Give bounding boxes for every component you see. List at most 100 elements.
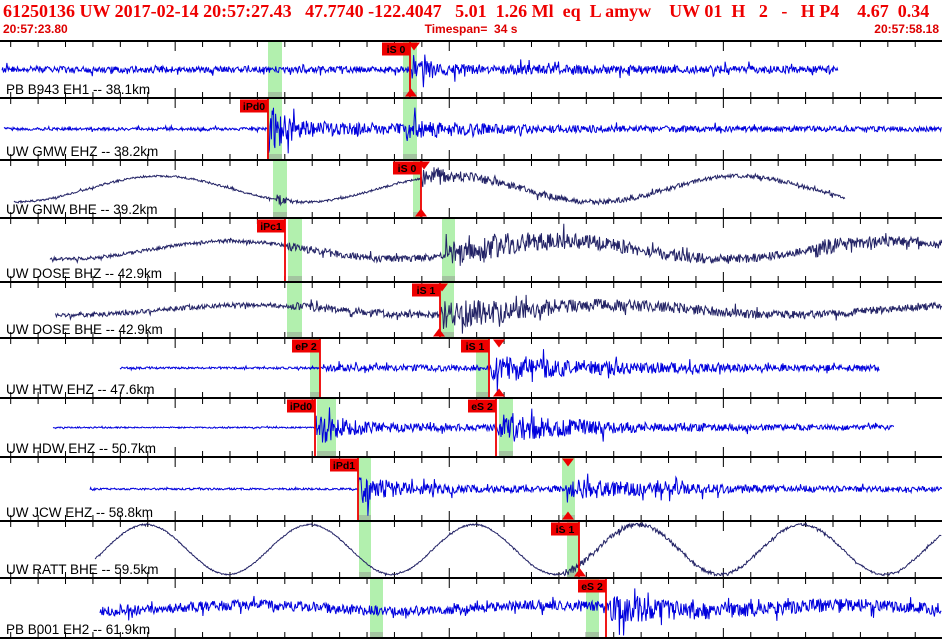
waveform-trace[interactable] [52,407,895,443]
time-tick [119,579,121,584]
pick-flag[interactable] [393,161,421,175]
waveform-trace[interactable] [13,167,846,207]
pick-line[interactable] [439,283,441,337]
pick-flag[interactable] [578,579,606,593]
arrival-triangle-icon[interactable] [560,522,572,531]
arrival-triangle-icon[interactable] [405,88,417,97]
pick-flag[interactable] [292,339,320,353]
pick-marker[interactable]: eS 2 [578,579,607,637]
time-tick [640,42,642,47]
arrival-triangle-icon[interactable] [408,42,420,51]
pick-flag[interactable] [412,283,440,297]
trace-panel[interactable]: iPd0 UW GMW EHZ -- 38.2km [3,99,942,159]
time-tick [174,628,176,637]
time-tick [65,392,67,397]
arrival-triangle-icon[interactable] [493,339,505,348]
time-tick [174,219,176,228]
pick-line[interactable] [420,161,422,217]
waveform-trace[interactable] [94,521,942,578]
pick-marker[interactable]: iPc1 [257,219,286,281]
time-tick [914,522,916,527]
trace-panel[interactable]: iPc1 UW DOSE BHZ -- 42.9km [6,219,942,281]
time-tick [174,99,176,108]
arrival-triangle-icon[interactable] [493,388,505,397]
time-tick [832,399,834,404]
time-tick [448,208,450,217]
waveform-trace[interactable] [49,223,942,266]
trace-panel[interactable]: iS 1 UW DOSE BHE -- 42.9km [6,283,942,337]
pick-marker[interactable]: iS 0 [382,42,411,97]
pick-line[interactable] [578,522,580,577]
waveform-trace[interactable] [99,588,942,636]
time-tick [859,522,861,527]
pick-marker[interactable]: iPd0 [287,399,316,456]
pick-flag[interactable] [461,339,489,353]
pick-marker[interactable]: eP 2 [292,339,321,397]
time-tick [777,572,779,577]
time-tick [668,451,670,456]
time-tick [311,92,313,97]
time-tick [695,339,697,344]
pick-flag[interactable] [468,399,496,413]
pick-line[interactable] [284,219,286,281]
trace-panel[interactable]: iS 0 PB B943 EH1 -- 38.1km [1,42,839,97]
waveform-trace[interactable] [119,349,880,392]
waveform-trace[interactable] [1,54,839,88]
pick-line[interactable] [488,339,490,397]
time-tick [722,150,724,159]
time-tick [722,579,724,588]
waveform-trace[interactable] [3,107,942,154]
arrival-triangle-icon[interactable] [436,283,448,292]
pick-line[interactable] [495,399,497,456]
time-tick [805,572,807,577]
time-tick [202,219,204,224]
time-tick [119,154,121,159]
trace-panel[interactable]: iPd1 UW JCW EHZ -- 58.8km [6,458,942,520]
arrival-triangle-icon[interactable] [418,161,430,170]
time-tick [37,451,39,456]
trace-panel[interactable]: eS 2 PB B001 EH2 -- 61.9km [6,579,942,637]
pick-flag[interactable] [257,219,285,233]
time-tick [530,339,532,344]
arrival-triangle-icon[interactable] [415,208,427,217]
time-tick [366,451,368,456]
time-tick [503,339,505,344]
pick-line[interactable] [605,579,607,637]
trace-panel[interactable]: iPd0 eS 2 UW HDW EHZ -- 50.7km [6,399,895,456]
arrival-triangle-icon[interactable] [562,458,574,467]
arrival-triangle-icon[interactable] [574,568,586,577]
pick-marker[interactable]: iS 0 [393,161,422,217]
pick-flag[interactable] [287,399,315,413]
time-tick [119,42,121,47]
time-tick [914,339,916,344]
time-tick [147,579,149,584]
arrival-triangle-icon[interactable] [433,328,445,337]
phase-window-shadow [586,632,599,637]
seismogram-display[interactable]: iS 0 PB B943 EH1 -- 38.1km iPd0 UW GMW EHZ … [0,40,942,640]
trace-panel[interactable]: iS 1 UW RATT BHE -- 59.5km [6,521,942,578]
pick-marker[interactable]: eS 2 [468,399,497,456]
time-tick [92,339,94,344]
pick-line[interactable] [319,339,321,397]
pick-marker[interactable]: iPd0 [240,99,269,159]
waveform-trace[interactable] [89,473,942,516]
pick-marker[interactable]: iS 1 [412,283,441,337]
pick-line[interactable] [409,42,411,97]
trace-panel[interactable]: eP 2 iS 1 UW HTW EHZ -- 47.6km [6,339,880,397]
trace-panel[interactable]: iS 0 UW GNW BHE -- 39.2km [6,161,846,217]
pick-marker[interactable]: iS 1 [461,339,490,397]
waveform-trace[interactable] [54,294,942,334]
pick-line[interactable] [314,399,316,456]
pick-line[interactable] [267,99,269,159]
arrival-triangle-icon[interactable] [562,511,574,520]
time-tick [174,328,176,337]
time-tick [805,99,807,104]
pick-flag[interactable] [240,99,268,113]
pick-flag[interactable] [330,458,358,472]
pick-flag[interactable] [382,42,410,56]
time-tick [202,42,204,47]
phase-window [499,399,513,456]
pick-line[interactable] [357,458,359,520]
pick-marker[interactable]: iPd1 [330,458,359,520]
phase-window-shadow [403,154,417,159]
